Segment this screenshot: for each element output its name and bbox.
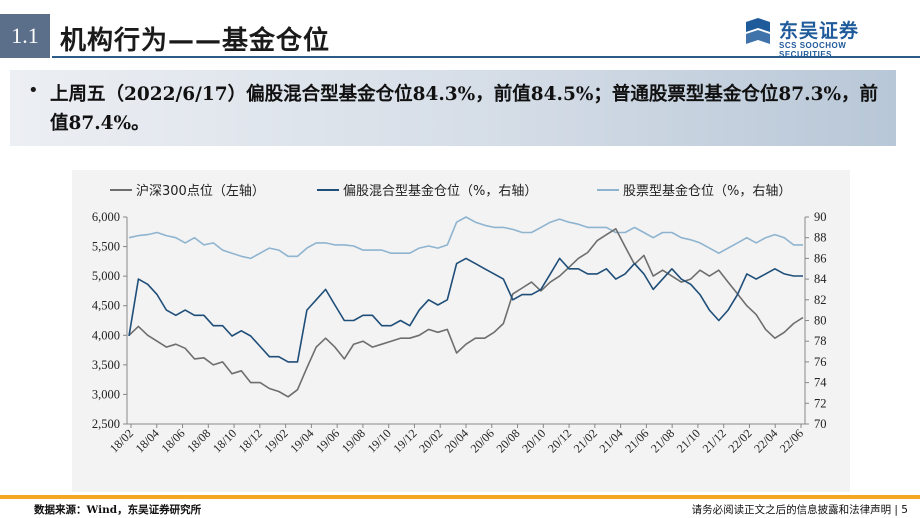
legend-label: 股票型基金仓位（%，右轴）	[623, 183, 791, 199]
section-number-box: 1.1	[0, 14, 50, 58]
x-axis-tick-label: 18/04	[133, 426, 162, 455]
footer-source: 数据来源：Wind，东吴证券研究所	[34, 504, 202, 516]
x-axis-tick-label: 20/04	[442, 426, 471, 455]
x-axis-tick-label: 19/10	[365, 426, 394, 455]
left-axis-tick-label: 2,500	[92, 417, 120, 431]
x-axis-tick-label: 20/12	[545, 426, 574, 455]
x-axis-tick-label: 21/04	[597, 426, 626, 455]
x-axis-tick-label: 21/10	[674, 426, 703, 455]
left-axis-tick-label: 3,500	[92, 358, 120, 372]
title-underline	[52, 56, 920, 58]
x-axis-tick-label: 21/12	[700, 426, 729, 455]
page-title: 机构行为——基金仓位	[60, 26, 331, 56]
logo-english-name: SCS SOOCHOW SECURITIES	[779, 41, 892, 59]
logo-chinese-name: 东吴证券	[779, 20, 860, 42]
chart-panel: 6,000 5,500 5,000 4,500 4,000 3,500 3,000 2,500…	[72, 170, 850, 492]
right-axis-tick-label: 76	[814, 355, 827, 369]
x-axis-tick-label: 22/04	[751, 426, 780, 455]
x-axis-tick-label: 20/10	[519, 426, 548, 455]
x-axis-tick-label: 18/12	[236, 426, 265, 455]
right-axis-tick-label: 90	[814, 210, 827, 224]
footer-accent-bar	[0, 495, 920, 499]
legend-label: 沪深300点位（左轴）	[136, 183, 265, 199]
x-axis-tick-label: 19/08	[339, 426, 368, 455]
left-axis-tick-label: 6,000	[92, 210, 120, 224]
left-axis-tick-label: 3,000	[92, 387, 120, 401]
left-axis-tick-label: 5,000	[92, 269, 120, 283]
x-axis-tick-label: 22/02	[725, 426, 754, 455]
x-axis-tick-label: 18/06	[158, 426, 187, 455]
x-axis-tick-label: 19/02	[262, 426, 291, 455]
x-axis-tick-label: 19/06	[313, 426, 342, 455]
series-line-0	[128, 227, 804, 398]
right-axis-tick-label: 80	[814, 314, 827, 328]
x-axis-tick-label: 18/10	[210, 426, 239, 455]
company-logo: 东吴证券 SCS SOOCHOW SECURITIES	[742, 14, 892, 59]
x-axis-tick-label: 21/02	[571, 426, 600, 455]
summary-panel: • 上周五（2022/6/17）偏股混合型基金仓位84.3%，前值84.5%；普…	[10, 70, 896, 146]
x-axis-tick-label: 22/06	[777, 426, 806, 455]
series-line-1	[128, 257, 803, 363]
x-axis-tick-label: 21/08	[648, 426, 677, 455]
footer-disclaimer: 请务必阅读正文之后的信息披露和法律声明 | 5	[691, 504, 908, 516]
logo-english-text: SOOCHOW SECURITIES	[779, 41, 847, 59]
x-axis-tick-label: 19/12	[390, 426, 419, 455]
x-axis-tick-label: 20/02	[416, 426, 445, 455]
x-axis-tick-label: 18/08	[184, 426, 213, 455]
summary-text: 上周五（2022/6/17）偏股混合型基金仓位84.3%，前值84.5%；普通股…	[50, 84, 879, 134]
series-line-2	[128, 216, 803, 260]
right-axis-tick-label: 74	[814, 376, 827, 390]
right-axis-tick-label: 78	[814, 334, 827, 348]
x-axis-tick-label: 20/06	[468, 426, 497, 455]
right-axis-tick-label: 86	[814, 251, 827, 265]
right-axis-tick-label: 84	[814, 272, 827, 286]
left-axis-tick-label: 5,500	[92, 240, 120, 254]
fund-position-chart: 6,000 5,500 5,000 4,500 4,000 3,500 3,000 2,500…	[92, 183, 827, 455]
right-axis-tick-label: 72	[814, 396, 827, 410]
section-number: 1.1	[11, 23, 39, 48]
right-axis-tick-label: 70	[814, 417, 827, 431]
x-axis-tick-label: 21/06	[622, 426, 651, 455]
logo-mark-text: SCS	[779, 41, 797, 50]
left-axis-tick-label: 4,000	[92, 328, 120, 342]
legend-label: 偏股混合型基金仓位（%，右轴）	[343, 183, 537, 199]
x-axis-tick-label: 19/04	[287, 426, 316, 455]
right-axis-tick-label: 88	[814, 231, 827, 245]
logo-mark-icon	[746, 18, 770, 44]
right-axis-tick-label: 82	[814, 293, 827, 307]
x-axis-tick-label: 20/08	[493, 426, 522, 455]
left-axis-tick-label: 4,500	[92, 299, 120, 313]
bullet-dot-icon: •	[28, 80, 39, 101]
